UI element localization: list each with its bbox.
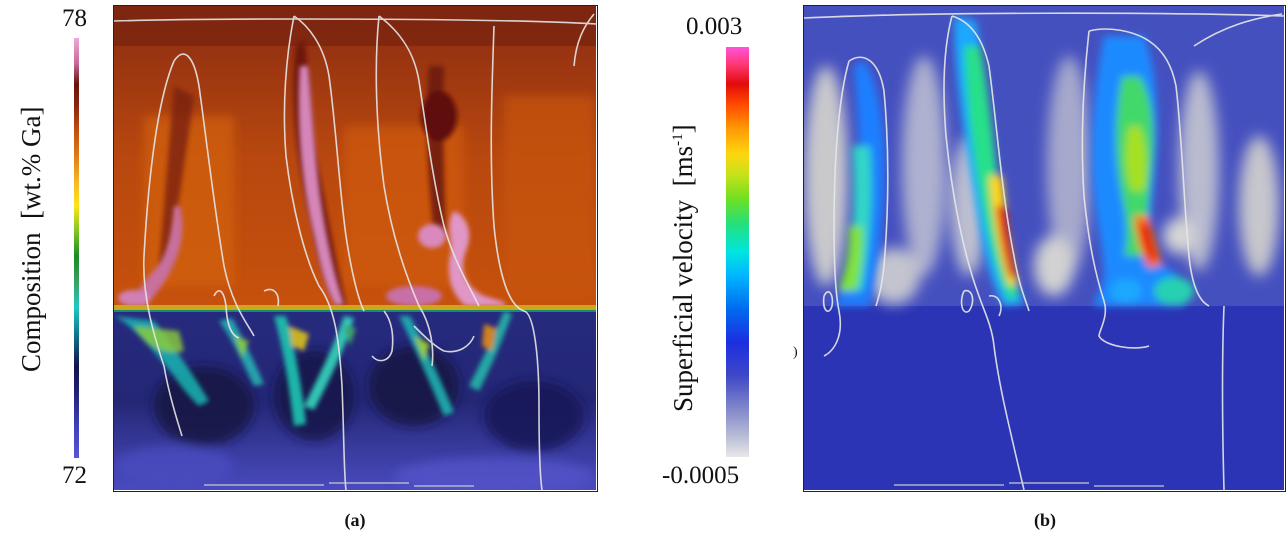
panel-b-caption: (b) <box>1034 510 1056 530</box>
velocity-unit-prefix: [ms <box>668 145 698 187</box>
stray-mark: ) <box>793 345 798 360</box>
composition-colorbar <box>74 38 79 458</box>
velocity-colorbar-gradient <box>726 47 749 457</box>
velocity-field-plot <box>803 5 1286 492</box>
velocity-min-label: -0.0005 <box>662 462 740 489</box>
composition-unit: [wt.% Ga] <box>16 106 46 219</box>
velocity-title-text: Superficial velocity <box>668 199 698 412</box>
velocity-unit-suffix: ] <box>668 124 698 134</box>
composition-colorbar-gradient <box>74 38 79 458</box>
composition-field-plot <box>113 5 598 492</box>
velocity-unit-exponent: -1 <box>670 133 686 146</box>
composition-max-label: 78 <box>62 5 87 32</box>
velocity-field-image <box>804 6 1284 490</box>
velocity-colorbar-title: Superficial velocity [ms-1] <box>668 124 699 412</box>
composition-field-image <box>114 6 596 490</box>
panel-a-caption: (a) <box>344 510 366 530</box>
composition-title-text: Composition <box>16 232 46 372</box>
velocity-colorbar <box>726 47 749 457</box>
velocity-max-label: 0.003 <box>686 13 743 40</box>
composition-colorbar-title: Composition [wt.% Ga] <box>16 107 47 373</box>
composition-min-label: 72 <box>62 462 87 489</box>
